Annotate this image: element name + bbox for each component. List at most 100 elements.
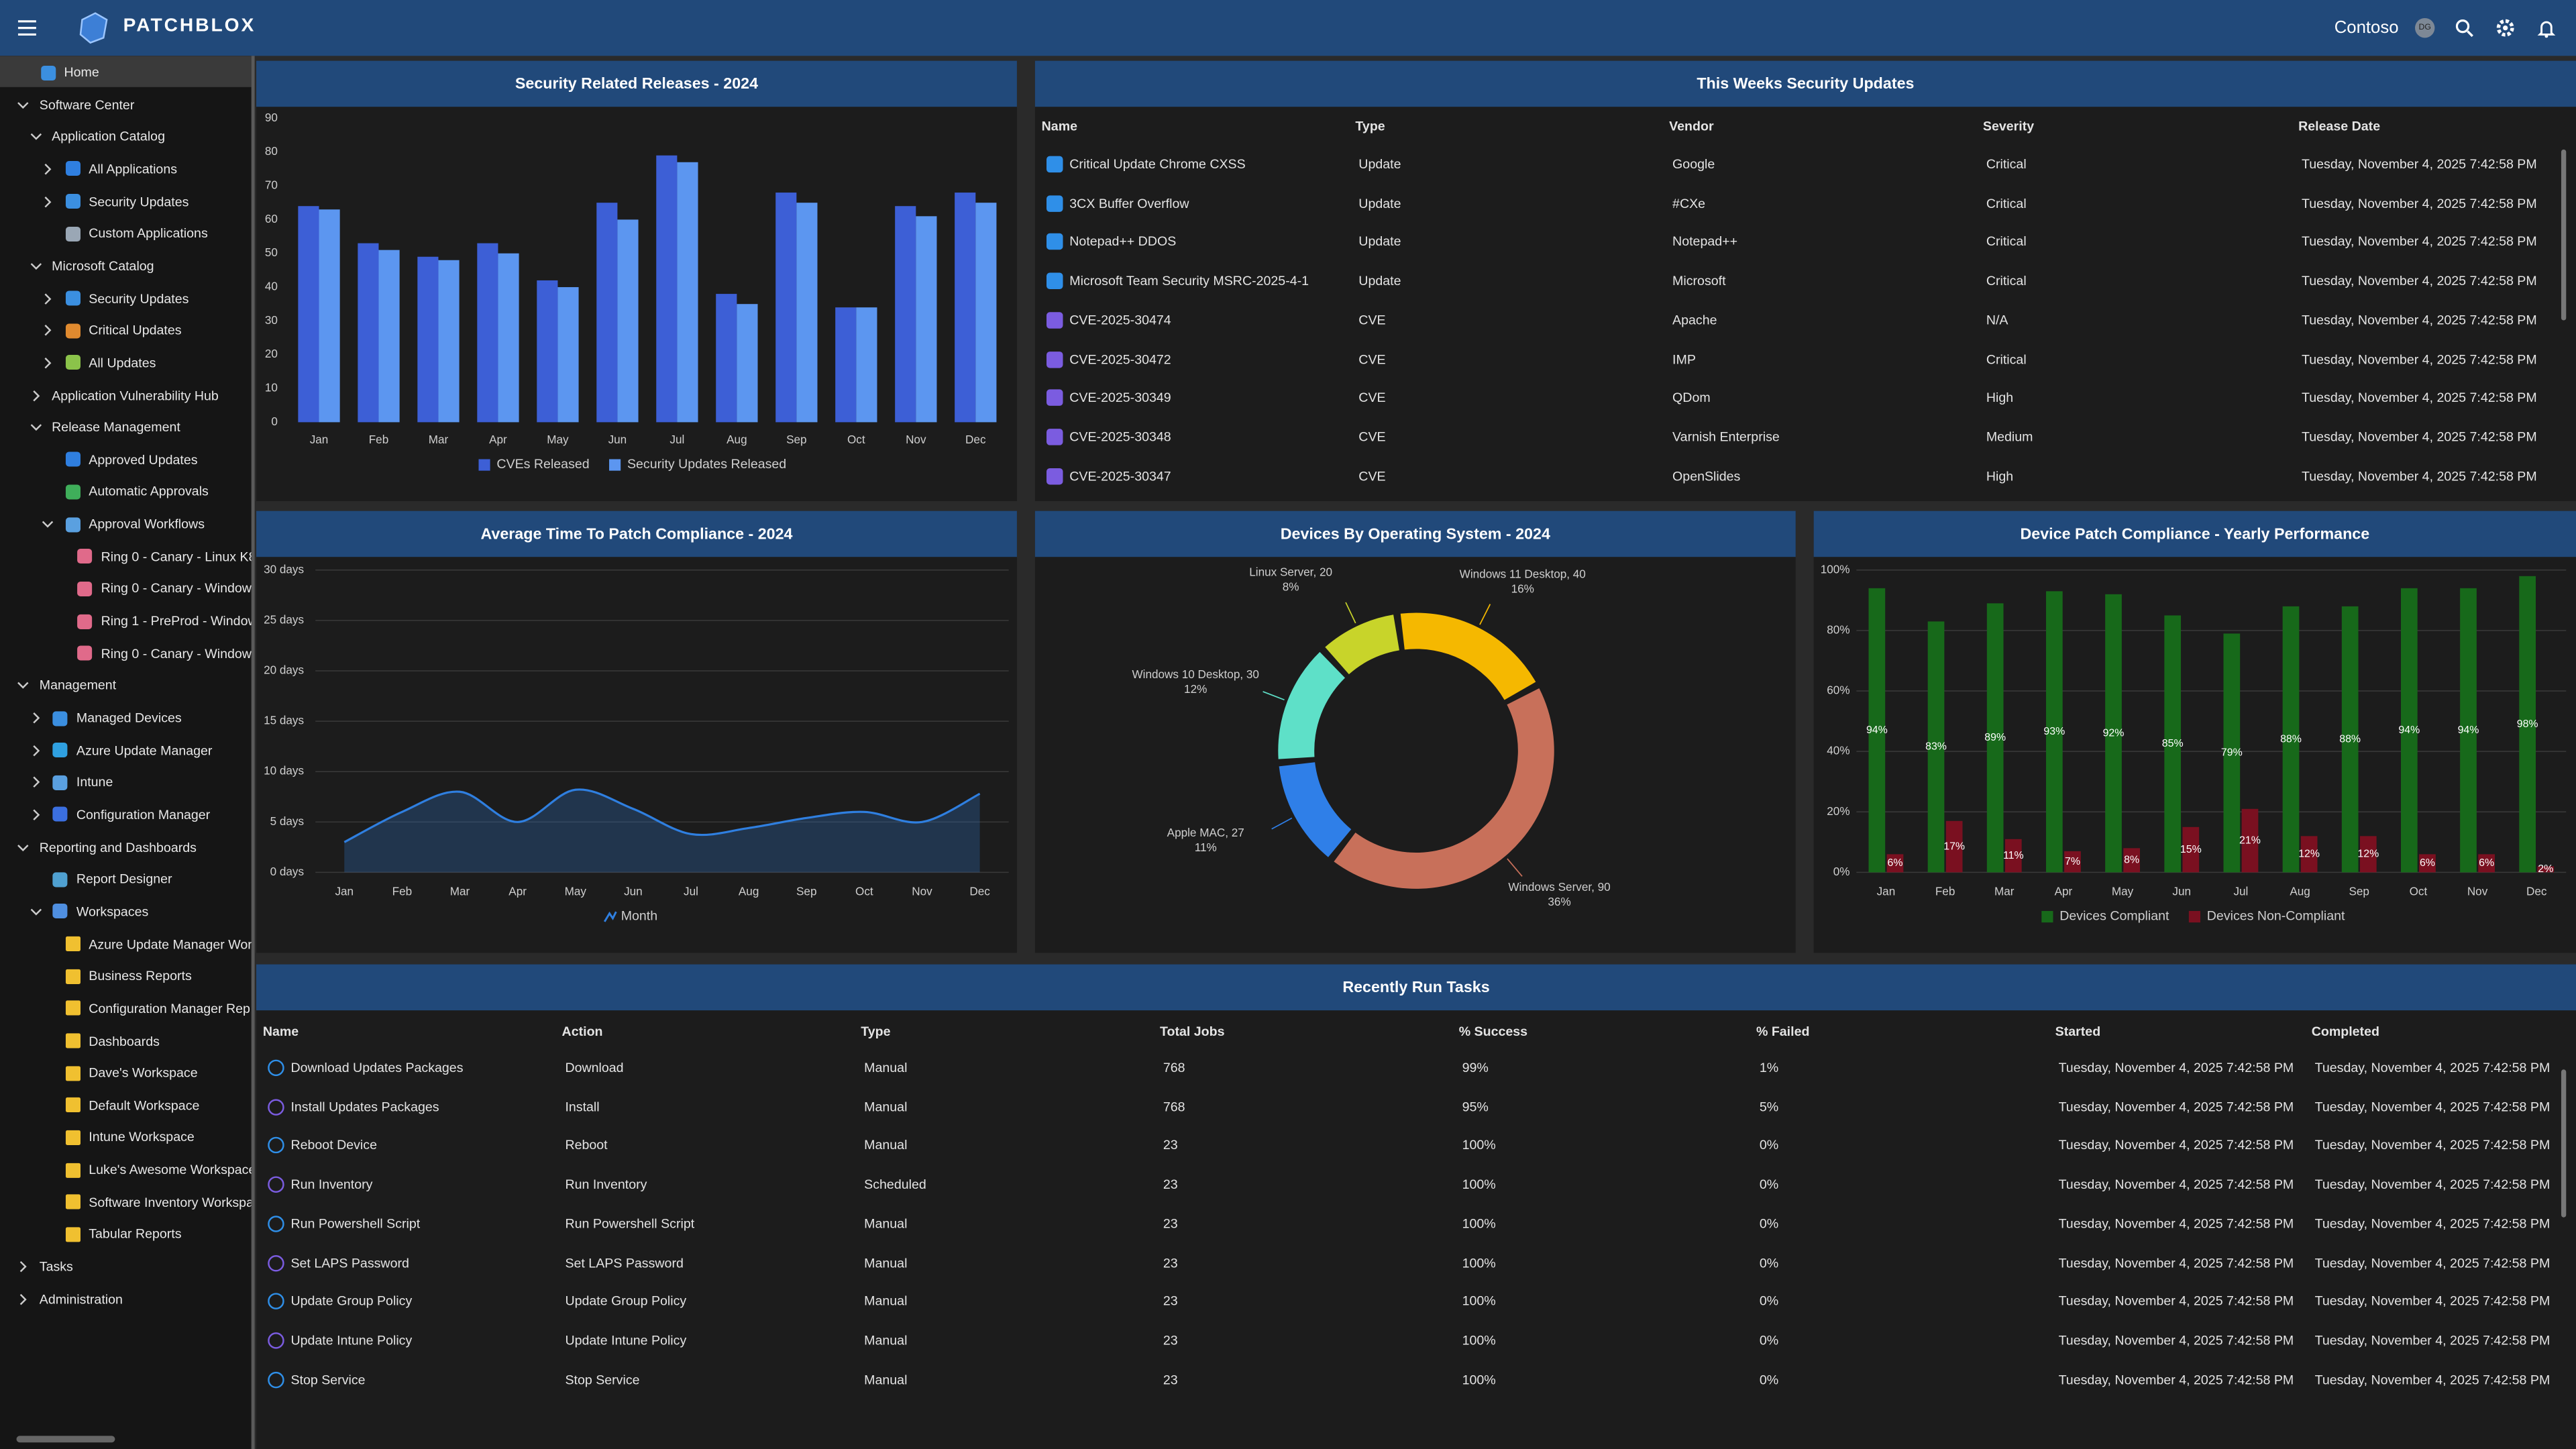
table-cell[interactable]: Run Powershell Script	[290, 1216, 421, 1232]
nav-item[interactable]: Critical Updates	[89, 323, 182, 338]
table-cell[interactable]: Update Group Policy	[290, 1294, 413, 1309]
column-header: % Success	[1458, 1024, 1528, 1039]
table-cell[interactable]: 3CX Buffer Overflow	[1069, 195, 1189, 211]
nav-item[interactable]: Security Updates	[89, 290, 189, 306]
tree-toggle[interactable]	[29, 744, 42, 757]
table-cell: Reboot	[565, 1138, 608, 1153]
nav-item[interactable]: Software Inventory Workspa	[89, 1195, 252, 1210]
table-cell: High	[1986, 390, 2014, 406]
column-header: Type	[1355, 119, 1385, 134]
tree-toggle[interactable]	[29, 711, 42, 724]
nav-item[interactable]: Luke's Awesome Workspace	[89, 1162, 252, 1177]
nav-item[interactable]: Automatic Approvals	[89, 484, 209, 500]
table-cell[interactable]: Set LAPS Password	[290, 1255, 409, 1271]
nav-item[interactable]: All Updates	[89, 355, 156, 370]
nav-item[interactable]: Configuration Manager	[76, 807, 211, 822]
table-cell[interactable]: Update Intune Policy	[290, 1333, 413, 1348]
tree-toggle[interactable]	[29, 421, 42, 434]
scrollbar[interactable]	[16, 1436, 115, 1443]
tree-toggle[interactable]	[16, 679, 30, 692]
nav-item[interactable]: Dashboards	[89, 1033, 160, 1049]
row-icon	[1046, 389, 1063, 407]
nav-item[interactable]: Azure Update Manager	[76, 743, 213, 758]
nav-item[interactable]: Ring 0 - Canary - Windows	[101, 645, 252, 661]
nav-item[interactable]: Microsoft Catalog	[52, 258, 154, 274]
nav-item[interactable]: Approved Updates	[89, 452, 198, 468]
table-cell[interactable]: Download Updates Packages	[290, 1060, 464, 1075]
tree-toggle[interactable]	[29, 776, 42, 790]
avatar[interactable]: DG	[2415, 17, 2435, 38]
row-icon	[268, 1371, 284, 1388]
nav-item[interactable]: Managed Devices	[76, 710, 182, 726]
nav-item[interactable]: Home	[64, 64, 99, 80]
table-cell: 23	[1163, 1177, 1178, 1192]
nav-item[interactable]: Software Center	[39, 97, 135, 112]
nav-item[interactable]: Ring 0 - Canary - Linux K8s	[101, 549, 252, 564]
nav-item[interactable]: Azure Update Manager Wor	[89, 936, 252, 952]
nav-item[interactable]: Application Vulnerability Hub	[52, 387, 219, 403]
nav-item[interactable]: Ring 1 - PreProd - Window	[101, 613, 252, 629]
scrollbar[interactable]	[2561, 149, 2567, 321]
nav-item[interactable]: Custom Applications	[89, 226, 208, 241]
search-icon[interactable]	[2455, 18, 2474, 38]
tree-toggle[interactable]	[29, 260, 42, 273]
tree-toggle[interactable]	[16, 98, 30, 111]
nav-item[interactable]: Administration	[39, 1291, 123, 1307]
tree-toggle[interactable]	[41, 356, 54, 370]
nav-item[interactable]: Tasks	[39, 1259, 73, 1275]
table-cell[interactable]: CVE-2025-30349	[1069, 390, 1171, 406]
table-cell[interactable]: Microsoft Team Security MSRC-2025-4-1	[1069, 273, 1309, 289]
nav-icon	[64, 1130, 80, 1145]
table-cell[interactable]: Install Updates Packages	[290, 1099, 439, 1114]
table-cell[interactable]: Critical Update Chrome CXSS	[1069, 156, 1246, 172]
nav-item[interactable]: Intune Workspace	[89, 1130, 195, 1145]
table-cell: 23	[1163, 1372, 1178, 1387]
tree-toggle[interactable]	[16, 1260, 30, 1273]
tree-toggle[interactable]	[41, 195, 54, 208]
nav-item[interactable]: Default Workspace	[89, 1097, 200, 1113]
table-cell: Manual	[864, 1099, 908, 1114]
tree-toggle[interactable]	[16, 841, 30, 854]
nav-item[interactable]: Management	[39, 678, 117, 694]
nav-item[interactable]: Configuration Manager Rep	[89, 1001, 250, 1016]
tree-toggle[interactable]	[16, 1293, 30, 1306]
tree-toggle[interactable]	[29, 388, 42, 402]
table-cell[interactable]: CVE-2025-30474	[1069, 313, 1171, 328]
notifications-icon[interactable]	[2536, 18, 2556, 38]
nav-item[interactable]: Security Updates	[89, 194, 189, 209]
tree-toggle[interactable]	[29, 808, 42, 822]
nav-icon	[64, 323, 80, 338]
nav-item[interactable]: Approval Workflows	[89, 517, 205, 532]
settings-icon[interactable]	[2496, 18, 2515, 38]
tree-toggle[interactable]	[41, 292, 54, 305]
scrollbar[interactable]	[2561, 1069, 2567, 1218]
tree-toggle[interactable]	[41, 518, 54, 531]
nav-item[interactable]: All Applications	[89, 162, 178, 177]
nav-item[interactable]: Report Designer	[76, 871, 172, 887]
panel-title: Device Patch Compliance - Yearly Perform…	[1813, 511, 2576, 557]
nav-item[interactable]: Dave's Workspace	[89, 1065, 198, 1081]
table-cell[interactable]: Reboot Device	[290, 1138, 378, 1153]
table-cell[interactable]: Notepad++ DDOS	[1069, 234, 1177, 250]
menu-button[interactable]	[16, 18, 39, 38]
nav-item[interactable]: Ring 0 - Canary - Windows	[101, 581, 252, 596]
table-cell[interactable]: CVE-2025-30348	[1069, 429, 1171, 445]
table-cell[interactable]: Run Inventory	[290, 1177, 373, 1192]
tree-toggle[interactable]	[29, 905, 42, 918]
table-cell[interactable]: CVE-2025-30472	[1069, 352, 1171, 367]
table-cell[interactable]: CVE-2025-30347	[1069, 468, 1171, 484]
nav-item[interactable]: Workspaces	[76, 904, 149, 919]
nav-item[interactable]: Application Catalog	[52, 129, 165, 145]
table-cell: CVE	[1358, 313, 1386, 328]
tenant[interactable]: Contoso	[2334, 17, 2399, 38]
tree-toggle[interactable]	[41, 324, 54, 337]
nav-item[interactable]: Release Management	[52, 420, 180, 435]
nav-item[interactable]: Intune	[76, 775, 113, 790]
nav-item[interactable]: Reporting and Dashboards	[39, 839, 197, 855]
table-cell[interactable]: Stop Service	[290, 1372, 366, 1387]
panel-title: This Weeks Security Updates	[1034, 60, 2576, 107]
tree-toggle[interactable]	[41, 162, 54, 176]
nav-item[interactable]: Tabular Reports	[89, 1227, 182, 1242]
nav-item[interactable]: Business Reports	[89, 969, 192, 984]
tree-toggle[interactable]	[29, 130, 42, 144]
